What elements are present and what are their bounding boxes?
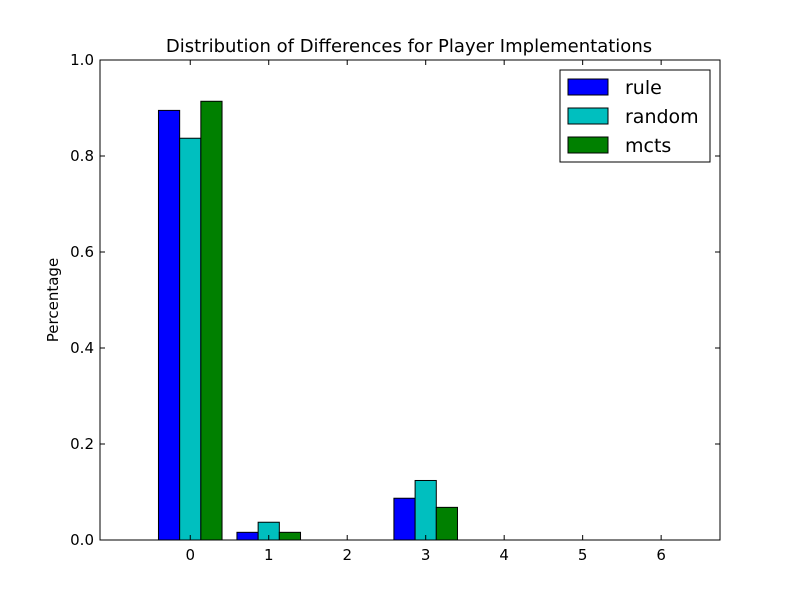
legend-label-rule: rule: [625, 77, 662, 99]
legend-swatch-mcts: [567, 136, 609, 154]
bar-rule-3: [393, 497, 416, 541]
ticks-layer: 0 1 2 3 4 5 6 0.0 0.2 0.4 0.6 0.8 1.0: [70, 51, 720, 564]
x-tick-label: 2: [342, 546, 352, 564]
bar-mcts-1: [278, 531, 302, 541]
bars-layer: [157, 100, 458, 541]
bar-rule-0: [157, 109, 181, 541]
x-tick-label: 5: [578, 546, 588, 564]
x-tick-label: 6: [656, 546, 666, 564]
chart-title: Distribution of Differences for Player I…: [166, 36, 652, 57]
y-tick-label: 0.4: [70, 339, 94, 357]
legend-label-random: random: [625, 106, 699, 128]
bar-mcts-3: [435, 506, 458, 541]
y-tick-label: 0.6: [70, 243, 94, 261]
y-tick-label: 0.0: [70, 531, 94, 549]
y-tick-label: 0.2: [70, 435, 94, 453]
legend: rule random mcts: [559, 69, 711, 163]
x-tick-label: 3: [421, 546, 431, 564]
legend-swatch-rule: [567, 78, 609, 96]
y-tick-label: 1.0: [70, 51, 94, 69]
bar-random-0: [179, 137, 202, 541]
bar-mcts-0: [200, 100, 223, 541]
bar-random-3: [414, 479, 437, 541]
y-axis-label: Percentage: [44, 258, 62, 342]
plot-frame: [99, 59, 721, 541]
x-tick-label: 0: [185, 546, 195, 564]
legend-label-mcts: mcts: [625, 135, 671, 157]
x-tick-label: 1: [264, 546, 274, 564]
x-tick-label: 4: [499, 546, 509, 564]
bar-rule-1: [236, 531, 259, 541]
y-tick-label: 0.8: [70, 147, 94, 165]
legend-swatch-random: [567, 107, 609, 125]
